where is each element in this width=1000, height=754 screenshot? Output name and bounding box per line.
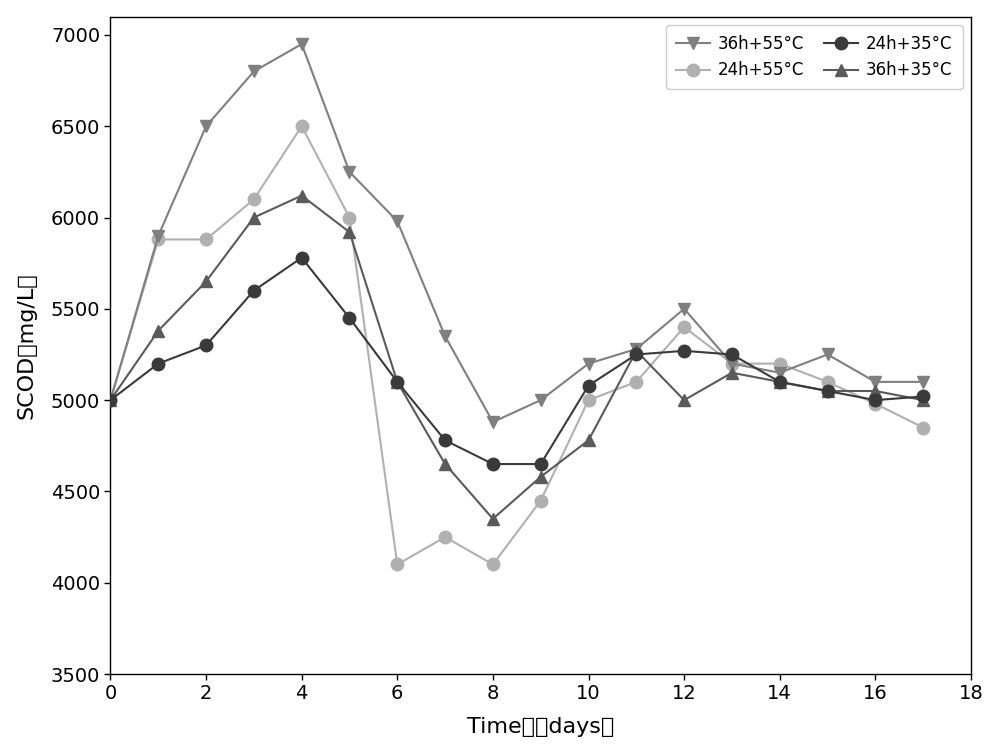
24h+35°C bbox=[726, 350, 738, 359]
36h+55°C bbox=[822, 350, 834, 359]
36h+35°C bbox=[917, 396, 929, 405]
36h+35°C bbox=[678, 396, 690, 405]
36h+35°C bbox=[104, 396, 116, 405]
36h+55°C bbox=[343, 167, 355, 176]
36h+35°C bbox=[630, 346, 642, 355]
Line: 24h+35°C: 24h+35°C bbox=[104, 251, 929, 470]
24h+35°C bbox=[248, 286, 260, 295]
36h+55°C bbox=[583, 359, 595, 368]
36h+35°C bbox=[200, 277, 212, 286]
36h+55°C bbox=[104, 396, 116, 405]
24h+55°C bbox=[296, 121, 308, 130]
36h+55°C bbox=[774, 368, 786, 377]
36h+35°C bbox=[583, 436, 595, 445]
24h+35°C bbox=[822, 387, 834, 396]
24h+55°C bbox=[917, 423, 929, 432]
24h+55°C bbox=[487, 560, 499, 569]
24h+35°C bbox=[583, 381, 595, 390]
24h+55°C bbox=[583, 396, 595, 405]
24h+35°C bbox=[535, 459, 547, 468]
36h+55°C bbox=[726, 359, 738, 368]
36h+55°C bbox=[439, 332, 451, 341]
24h+35°C bbox=[200, 341, 212, 350]
36h+35°C bbox=[822, 387, 834, 396]
36h+35°C bbox=[726, 368, 738, 377]
24h+55°C bbox=[535, 496, 547, 505]
24h+35°C bbox=[869, 396, 881, 405]
36h+55°C bbox=[535, 396, 547, 405]
24h+55°C bbox=[439, 532, 451, 541]
36h+55°C bbox=[869, 377, 881, 386]
36h+35°C bbox=[391, 377, 403, 386]
X-axis label: Time　（days）: Time （days） bbox=[467, 717, 614, 737]
Line: 36h+35°C: 36h+35°C bbox=[104, 189, 929, 525]
Y-axis label: SCOD（mg/L）: SCOD（mg/L） bbox=[17, 272, 37, 418]
Line: 36h+55°C: 36h+55°C bbox=[104, 38, 929, 428]
24h+35°C bbox=[917, 392, 929, 401]
36h+55°C bbox=[200, 121, 212, 130]
24h+55°C bbox=[391, 560, 403, 569]
36h+55°C bbox=[248, 67, 260, 76]
24h+55°C bbox=[200, 235, 212, 244]
24h+35°C bbox=[439, 436, 451, 445]
24h+55°C bbox=[248, 195, 260, 204]
36h+35°C bbox=[296, 191, 308, 200]
Line: 24h+55°C: 24h+55°C bbox=[104, 120, 929, 571]
36h+55°C bbox=[152, 231, 164, 241]
36h+35°C bbox=[535, 472, 547, 481]
36h+35°C bbox=[343, 228, 355, 237]
24h+55°C bbox=[869, 400, 881, 409]
36h+55°C bbox=[630, 345, 642, 354]
24h+55°C bbox=[678, 323, 690, 332]
24h+35°C bbox=[391, 377, 403, 386]
24h+55°C bbox=[822, 377, 834, 386]
24h+55°C bbox=[630, 377, 642, 386]
36h+35°C bbox=[869, 387, 881, 396]
24h+35°C bbox=[678, 346, 690, 355]
36h+35°C bbox=[774, 377, 786, 386]
24h+35°C bbox=[296, 253, 308, 262]
24h+35°C bbox=[343, 314, 355, 323]
24h+35°C bbox=[152, 359, 164, 368]
24h+35°C bbox=[774, 377, 786, 386]
36h+55°C bbox=[487, 418, 499, 427]
24h+35°C bbox=[487, 459, 499, 468]
36h+55°C bbox=[296, 39, 308, 48]
36h+55°C bbox=[917, 377, 929, 386]
36h+35°C bbox=[248, 213, 260, 222]
36h+35°C bbox=[487, 514, 499, 523]
24h+55°C bbox=[152, 235, 164, 244]
24h+55°C bbox=[726, 359, 738, 368]
24h+55°C bbox=[104, 396, 116, 405]
Legend: 36h+55°C, 24h+55°C, 24h+35°C, 36h+35°C: 36h+55°C, 24h+55°C, 24h+35°C, 36h+35°C bbox=[666, 25, 963, 89]
24h+55°C bbox=[774, 359, 786, 368]
36h+35°C bbox=[439, 459, 451, 468]
36h+55°C bbox=[678, 305, 690, 314]
24h+35°C bbox=[630, 350, 642, 359]
24h+35°C bbox=[104, 396, 116, 405]
36h+55°C bbox=[391, 216, 403, 225]
36h+35°C bbox=[152, 326, 164, 336]
24h+55°C bbox=[343, 213, 355, 222]
